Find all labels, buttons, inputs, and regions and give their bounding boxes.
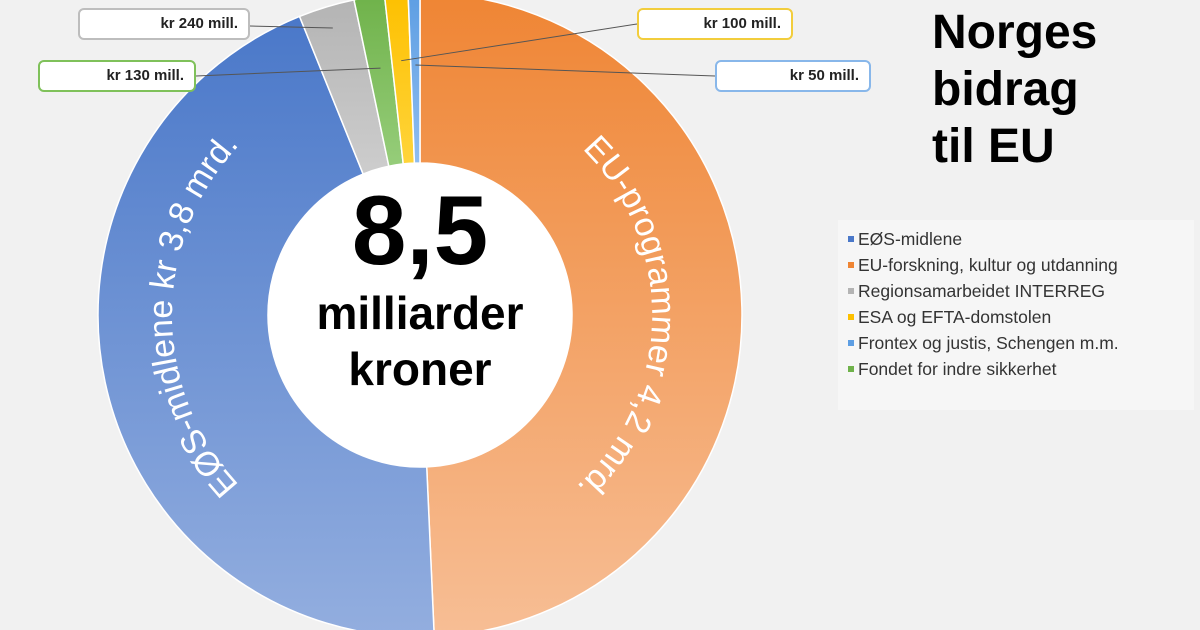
center-total: 8,5 milliarder kroner: [255, 175, 585, 397]
callout-regionsamarbeidet-interreg: kr 240 mill.: [78, 8, 250, 40]
legend-item-eu-forskning-kultur-og-utdanning: EU-forskning, kultur og utdanning: [838, 252, 1194, 278]
legend-label: EØS-midlene: [858, 229, 963, 249]
legend-swatch: [848, 366, 854, 372]
callout-leader-lines: [195, 23, 716, 77]
leader-line-fondet-for-indre-sikkerhet: [195, 67, 381, 77]
legend-label: Fondet for indre sikkerhet: [858, 359, 1057, 379]
chart-title-line-1: Norges: [932, 6, 1098, 59]
leader-line-regionsamarbeidet-interreg: [249, 25, 333, 29]
legend-label: EU-forskning, kultur og utdanning: [858, 255, 1118, 275]
legend-item-esa-og-efta-domstolen: ESA og EFTA-domstolen: [838, 304, 1194, 330]
center-total-unit-line-1: milliarder: [316, 287, 524, 339]
center-total-value: 8,5: [351, 175, 489, 285]
chart-title-line-3: til EU: [932, 120, 1055, 173]
center-total-unit-line-2: kroner: [348, 343, 492, 395]
legend-label: Regionsamarbeidet INTERREG: [858, 281, 1106, 301]
chart-title: Norges bidrag til EU: [932, 4, 1192, 175]
callout-fondet-for-indre-sikkerhet: kr 130 mill.: [38, 60, 196, 92]
legend-swatch: [848, 262, 854, 268]
legend-label: Frontex og justis, Schengen m.m.: [858, 333, 1119, 353]
callout-frontex-og-justis-schengen-m-m: kr 50 mill.: [715, 60, 871, 92]
leader-line-frontex-og-justis-schengen-m-m: [415, 64, 716, 77]
leader-line-esa-og-efta-domstolen: [401, 23, 638, 62]
legend-item-fondet-for-indre-sikkerhet: Fondet for indre sikkerhet: [838, 356, 1194, 382]
chart-legend: EØS-midlene EU-forskning, kultur og utdan…: [838, 220, 1194, 410]
donut-hole: [268, 163, 572, 467]
legend-label: ESA og EFTA-domstolen: [858, 307, 1052, 327]
chart-title-line-2: bidrag: [932, 63, 1079, 116]
legend-swatch: [848, 236, 854, 242]
legend-swatch: [848, 340, 854, 346]
callout-esa-og-efta-domstolen: kr 100 mill.: [637, 8, 793, 40]
legend-item-frontex-og-justis-schengen-m-m: Frontex og justis, Schengen m.m.: [838, 330, 1194, 356]
legend-item-e-s-midlene: EØS-midlene: [838, 226, 1194, 252]
legend-item-regionsamarbeidet-interreg: Regionsamarbeidet INTERREG: [838, 278, 1194, 304]
legend-swatch: [848, 314, 854, 320]
legend-swatch: [848, 288, 854, 294]
